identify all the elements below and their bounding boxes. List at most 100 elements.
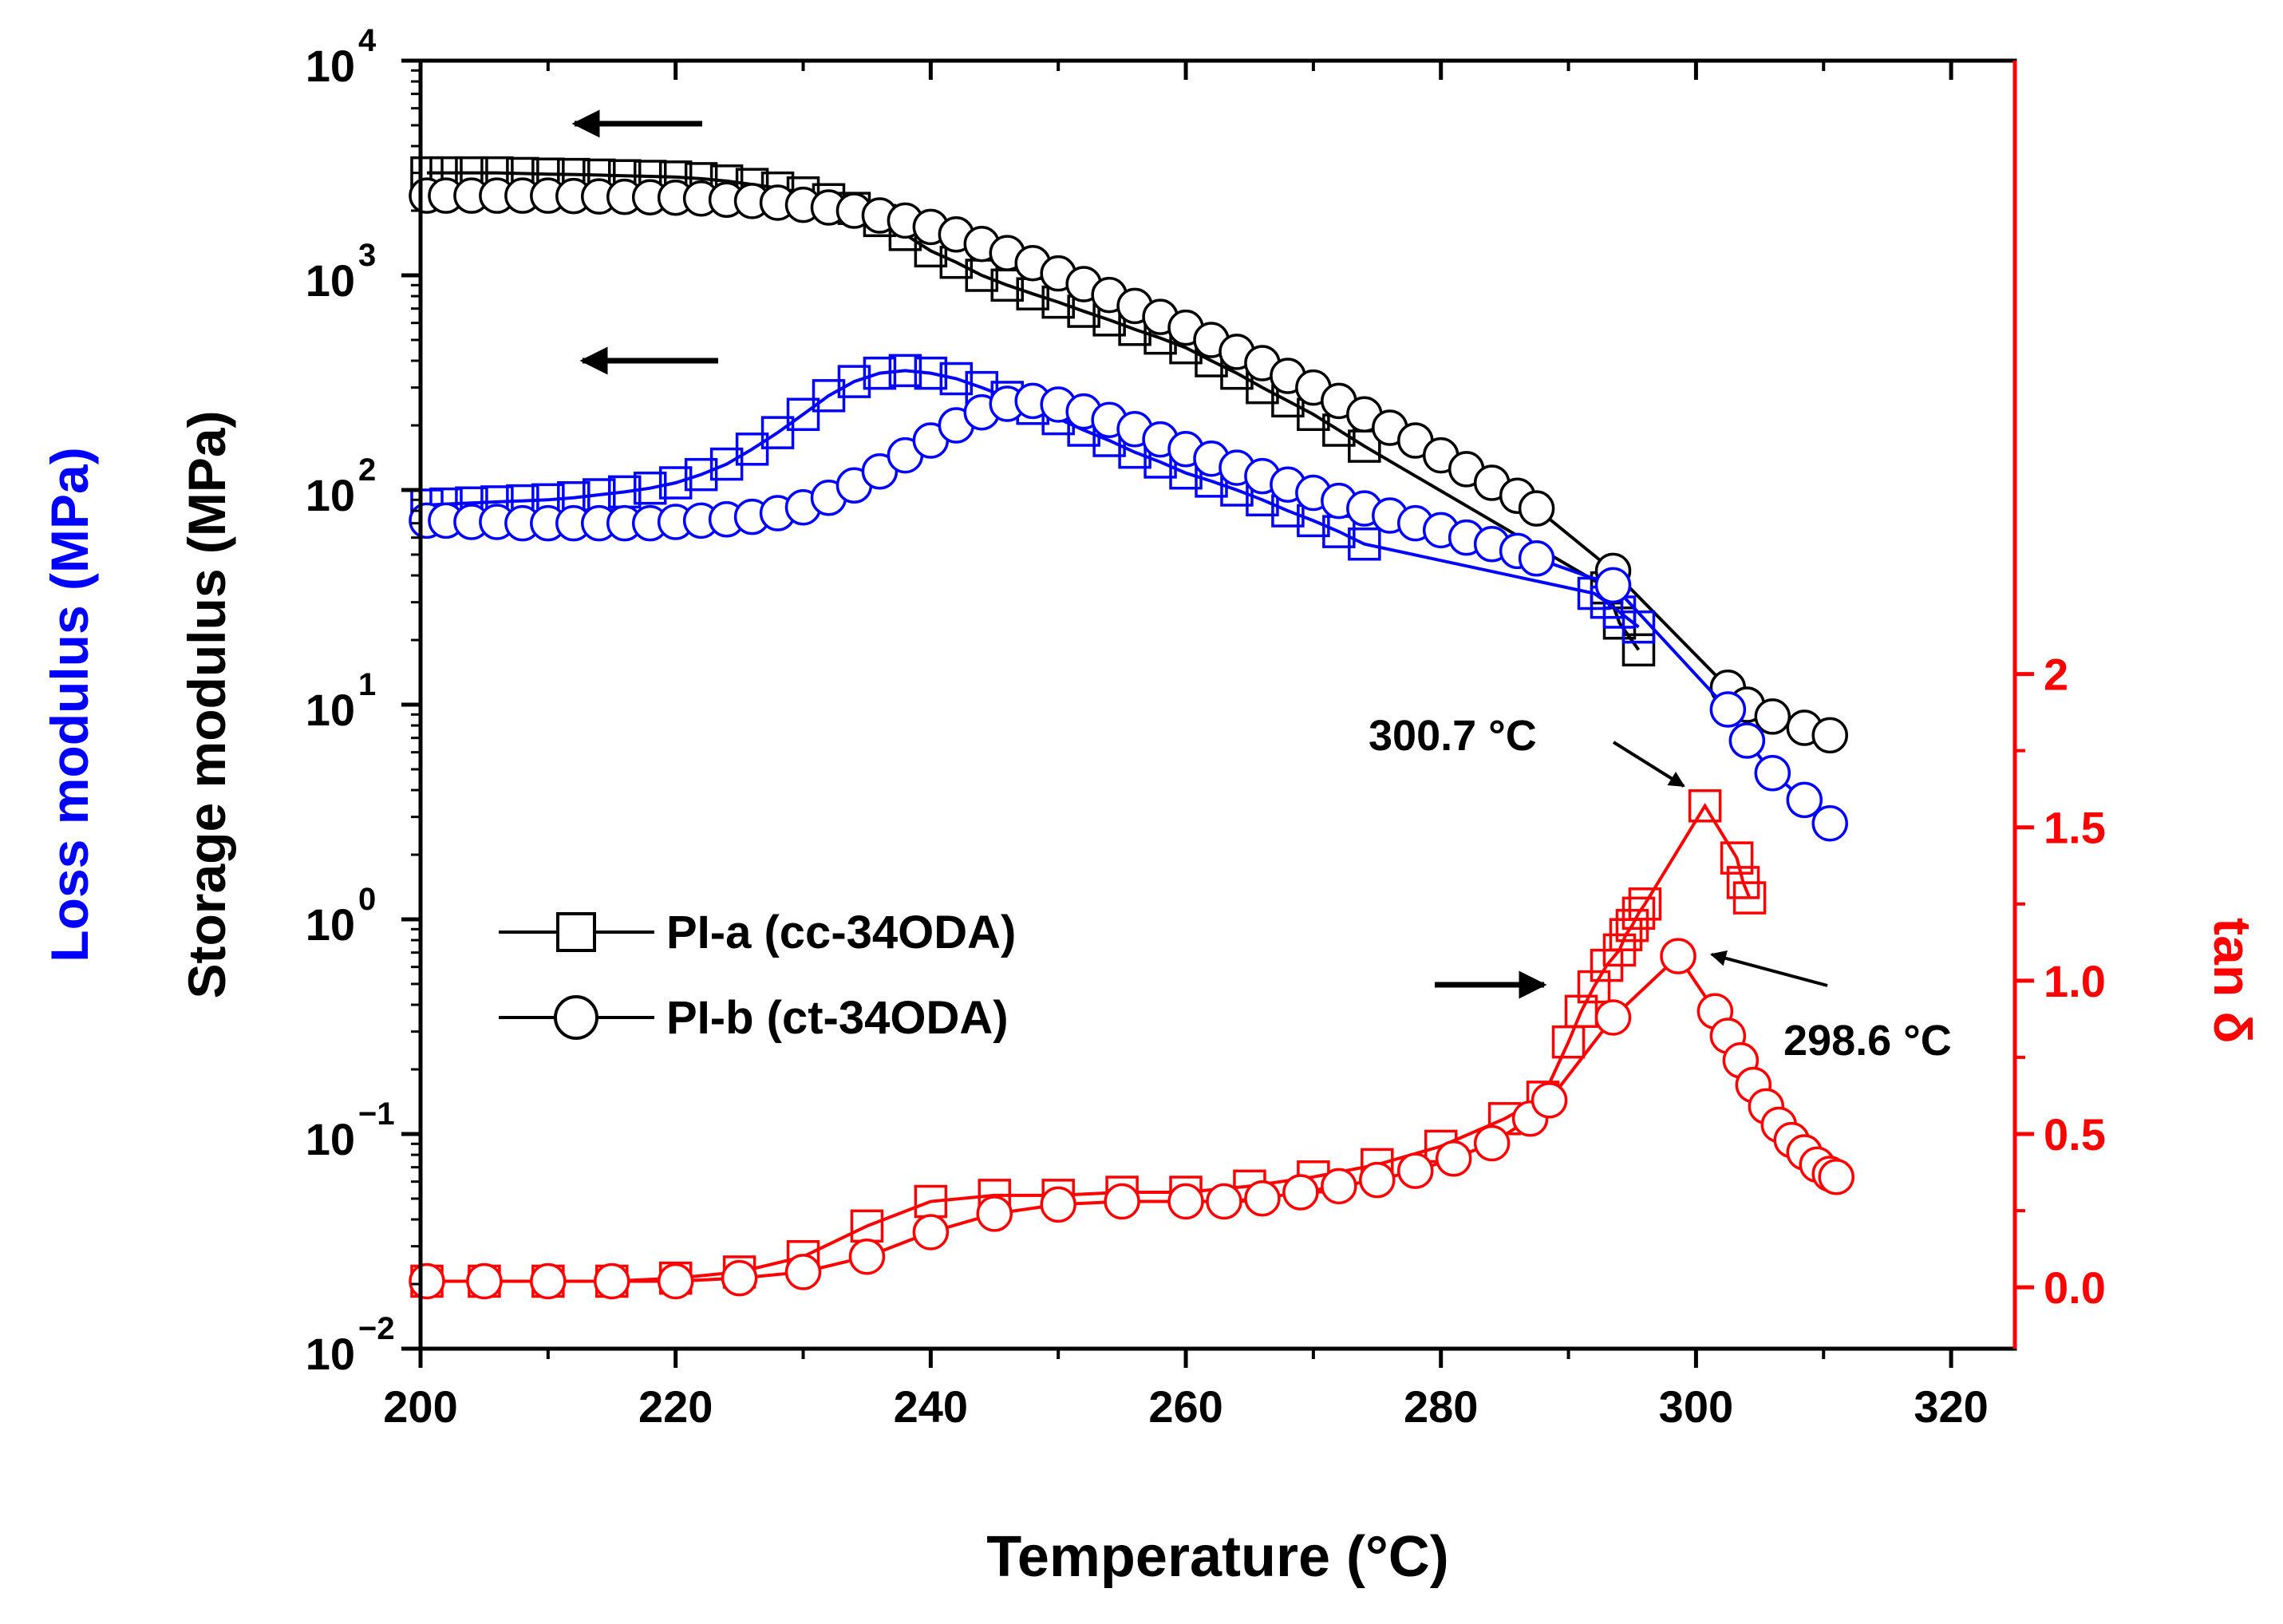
circle-marker <box>1660 938 1696 974</box>
circle-marker <box>912 1214 950 1251</box>
circle-marker <box>1811 804 1848 842</box>
circle-marker <box>861 453 899 490</box>
square-marker <box>1609 918 1643 951</box>
circle-marker <box>657 1262 694 1300</box>
y-left-tick-exponent: 1 <box>358 667 376 702</box>
square-marker <box>837 365 871 398</box>
peak-annotation-pi-a: 300.7 °C <box>1369 712 1537 760</box>
series-line <box>426 171 1641 651</box>
circle-marker <box>1473 1124 1511 1162</box>
circle-marker <box>848 1238 886 1275</box>
legend-circle-marker <box>554 995 598 1040</box>
square-marker <box>939 362 974 396</box>
y-right-tick-label: 0.5 <box>2044 1109 2106 1160</box>
square-marker <box>888 354 922 388</box>
series-4 <box>410 789 1767 1298</box>
circle-marker <box>976 1195 1013 1232</box>
circle-marker <box>1728 722 1766 759</box>
y-left-tick-label: 10 <box>306 1114 355 1164</box>
square-marker <box>1577 970 1611 1004</box>
series-line <box>426 369 1640 629</box>
circle-marker <box>530 1262 567 1300</box>
y-left-tick-exponent: 3 <box>358 238 376 273</box>
series-1 <box>409 177 1848 754</box>
series-3 <box>409 382 1848 842</box>
circle-marker <box>1435 1140 1472 1177</box>
legend: PI-a (cc-34ODA) PI-b (ct-34ODA) <box>499 907 1016 1044</box>
circle-marker <box>466 1262 503 1300</box>
x-tick-label: 300 <box>1659 1381 1733 1432</box>
x-tick-label: 320 <box>1914 1381 1988 1432</box>
temperature-axis-label: Temperature (°C) <box>986 1525 1449 1589</box>
circle-marker <box>409 1262 445 1300</box>
x-tick-label: 280 <box>1404 1381 1478 1432</box>
square-marker <box>1720 841 1754 875</box>
x-tick-label: 240 <box>894 1381 968 1432</box>
y-left-tick-exponent: 2 <box>358 452 376 488</box>
x-tick-label: 200 <box>383 1381 457 1432</box>
circle-marker <box>1594 567 1632 604</box>
circle-marker <box>1518 490 1555 527</box>
square-marker <box>1688 789 1722 823</box>
circle-marker <box>1709 691 1747 728</box>
circle-marker <box>721 1259 758 1297</box>
square-marker <box>1621 896 1656 931</box>
x-tick-label: 260 <box>1148 1381 1222 1432</box>
y-right-tick-label: 0.0 <box>2044 1262 2106 1313</box>
circle-marker <box>1282 1174 1319 1211</box>
circle-marker <box>1244 1179 1281 1217</box>
square-marker <box>1621 633 1656 667</box>
circle-marker <box>1811 717 1848 754</box>
y-left-tick-exponent: 4 <box>358 23 377 58</box>
square-marker <box>863 356 897 390</box>
y-left-tick-exponent: 0 <box>358 882 376 917</box>
y-right-tick-label: 1.0 <box>2044 956 2106 1006</box>
series-layer <box>409 156 1854 1300</box>
circle-marker <box>1321 1168 1357 1205</box>
y-left-tick-label: 10 <box>306 899 355 950</box>
y-left-tick-exponent: −1 <box>358 1096 395 1132</box>
square-marker <box>760 416 795 449</box>
y-left-tick-exponent: −2 <box>358 1311 395 1346</box>
circle-marker <box>1040 1186 1076 1223</box>
circle-marker <box>1397 1152 1434 1189</box>
circle-marker <box>1518 539 1555 577</box>
square-marker <box>658 466 693 500</box>
circle-marker <box>1754 698 1791 735</box>
x-tick-label: 220 <box>638 1381 713 1432</box>
circle-marker <box>784 1254 822 1290</box>
storage-modulus-axis-label: Storage modulus (MPa) <box>177 410 236 998</box>
circle-marker <box>1206 1183 1242 1220</box>
series-line <box>426 802 1752 1283</box>
y-left-tick-label: 10 <box>306 470 355 520</box>
y-left-tick-label: 10 <box>306 685 355 735</box>
circle-marker <box>1594 999 1632 1036</box>
series-line <box>426 194 1831 737</box>
y-left-tick-label: 10 <box>306 41 355 91</box>
circle-marker <box>1359 1161 1396 1199</box>
square-marker <box>914 356 948 390</box>
circle-marker <box>1531 1081 1568 1119</box>
peak-arrow-pi-b <box>1710 950 1828 987</box>
tan-delta-axis-label: tan δ <box>2203 918 2262 1043</box>
y-right-tick-label: 1.5 <box>2044 803 2106 853</box>
circle-marker <box>1167 1183 1204 1220</box>
circle-marker <box>1754 754 1791 792</box>
y-right-tick-label: 2 <box>2044 650 2068 700</box>
square-marker <box>1732 881 1767 915</box>
legend-label-pi-a: PI-a (cc-34ODA) <box>666 907 1016 958</box>
series-5 <box>409 938 1854 1300</box>
square-marker <box>1628 887 1662 921</box>
y-left-tick-label: 10 <box>306 255 355 306</box>
square-marker <box>684 457 718 492</box>
loss-modulus-axis-label: Loss modulus (MPa) <box>40 447 99 962</box>
y-left-tick-label: 10 <box>306 1329 355 1379</box>
square-marker <box>633 471 667 505</box>
legend-square-marker <box>556 912 596 952</box>
legend-label-pi-b: PI-b (ct-34ODA) <box>666 992 1009 1044</box>
circle-marker <box>1818 1159 1854 1195</box>
square-marker <box>1615 908 1649 942</box>
circle-marker <box>594 1262 630 1300</box>
